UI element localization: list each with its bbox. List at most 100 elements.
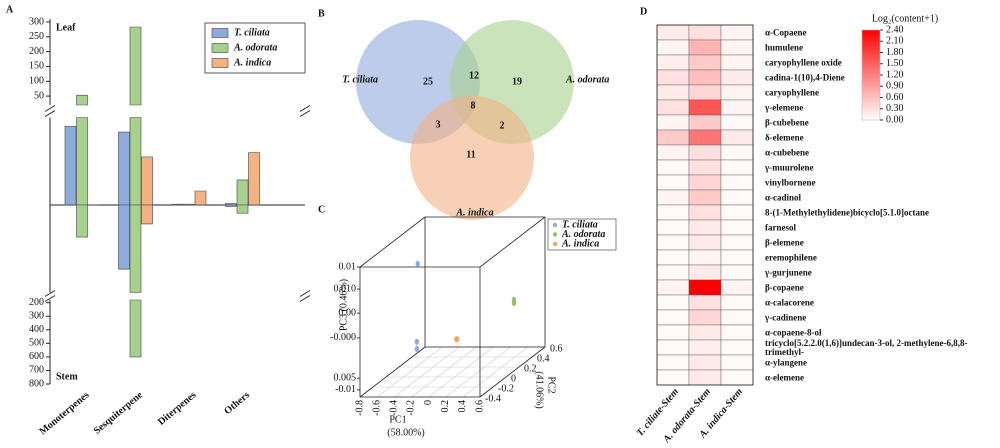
legend-swatch	[211, 43, 229, 53]
z-tick-label: -0.000	[330, 332, 356, 343]
y-tick-label: 0.2	[524, 363, 537, 374]
y-tick-label: 300	[29, 311, 44, 322]
heatmap-cell	[688, 129, 722, 146]
region-count: 3	[436, 119, 441, 130]
z-tick-label: 0.010	[334, 283, 357, 294]
panel-label: C	[318, 204, 325, 215]
heatmap-cell	[688, 309, 722, 326]
panel-label: B	[318, 8, 325, 19]
row-label: farnesol	[765, 222, 796, 232]
heatmap-cell	[720, 174, 754, 191]
heatmap-cell	[688, 294, 722, 311]
heatmap-cell	[656, 234, 690, 251]
legend-marker	[552, 241, 558, 247]
set-label: T. ciliata	[342, 74, 378, 85]
colorbar-title: Log₂(content+1)	[872, 13, 938, 24]
row-label: α-calacorene	[765, 297, 814, 307]
leaf-bar	[141, 156, 153, 206]
z-tick-label: 0.01	[339, 261, 357, 272]
set-label: A. indica	[455, 207, 493, 218]
legend-label: A. odorata	[233, 42, 277, 53]
axis-break	[44, 105, 56, 112]
colorbar-tick-label: 0.60	[886, 92, 904, 103]
colorbar-tick-label: 0.00	[886, 114, 904, 125]
row-label: α-cubebene	[765, 147, 810, 157]
panel-label: D	[640, 6, 647, 17]
y-tick-label: 250	[29, 31, 44, 42]
y-axis-label: (41.06%)	[534, 371, 545, 409]
box-edge	[359, 346, 426, 398]
heatmap-cell	[656, 294, 690, 311]
heatmap-cell	[720, 369, 754, 386]
heatmap-cell	[720, 339, 754, 356]
x-tick-label: 0.4	[457, 400, 468, 413]
point	[415, 260, 420, 267]
y-tick-label: 200	[29, 46, 44, 57]
heatmap-cell	[656, 129, 690, 146]
row-label: α-Copaene	[765, 27, 807, 37]
row-label: caryophyllene oxide	[765, 57, 842, 67]
colorbar-tick-label: 1.80	[886, 47, 904, 58]
box-edge	[479, 346, 546, 398]
row-label: α-cadinol	[765, 192, 802, 202]
row-label: β-elemene	[765, 237, 804, 247]
heatmap-cell	[720, 234, 754, 251]
y-tick-label: -0.2	[498, 383, 514, 394]
heatmap-cell	[688, 69, 722, 86]
point	[511, 296, 517, 303]
region-count: 11	[466, 149, 475, 160]
colorbar-tick-label: 1.20	[886, 69, 904, 80]
heatmap-cell	[688, 24, 722, 41]
grid-line	[394, 346, 460, 398]
y-tick-label: 50	[34, 90, 44, 101]
legend-marker	[552, 222, 558, 228]
heatmap-cell	[656, 354, 690, 371]
region-count: 8	[471, 100, 476, 111]
x-tick-label: -0.6	[371, 400, 382, 416]
heatmap-cell	[656, 219, 690, 236]
heatmap-cell	[656, 144, 690, 161]
row-label: γ-cadinene	[765, 312, 807, 322]
leaf-bar	[129, 26, 142, 206]
y-tick-label: 700	[29, 365, 44, 376]
heatmap-cell	[656, 204, 690, 221]
legend-swatch	[211, 28, 229, 38]
stem-bar	[118, 204, 130, 270]
leaf-bar	[236, 179, 249, 206]
heatmap-cell	[688, 279, 722, 296]
y-tick-label: -0.4	[485, 393, 501, 404]
point	[414, 338, 420, 345]
heatmap-cell	[720, 39, 754, 56]
stem-bar	[129, 204, 142, 358]
heatmap-cell	[688, 114, 722, 131]
x-axis-label: (58.00%)	[387, 427, 425, 438]
row-label: α-copaene-8-ol	[765, 327, 822, 337]
heatmap-cell	[688, 369, 722, 386]
heatmap-cell	[720, 294, 754, 311]
z-tick-label: 0.00	[339, 307, 357, 318]
leaf-bar	[194, 190, 207, 206]
x-tick-label: 0.2	[440, 400, 451, 413]
region-count: 2	[500, 120, 505, 131]
z-tick-label: -0.01	[335, 384, 356, 395]
row-label: α-ylangene	[765, 357, 808, 367]
row-label: α-elemene	[765, 372, 805, 382]
axis-break	[299, 290, 311, 297]
heatmap-cell	[688, 159, 722, 176]
region-count: 12	[469, 70, 479, 81]
heatmap-cell	[656, 114, 690, 131]
heatmap-cell	[720, 324, 754, 341]
heatmap-cell	[688, 249, 722, 266]
heatmap-cell	[720, 279, 754, 296]
heatmap-cell	[688, 204, 722, 221]
heatmap-cell	[656, 249, 690, 266]
heatmap-cell	[720, 24, 754, 41]
heatmap-cell	[656, 189, 690, 206]
axis-break	[44, 110, 56, 117]
heatmap-frame	[656, 24, 754, 386]
axis-break	[299, 295, 311, 302]
x-tick-label: 0	[423, 400, 434, 405]
y-tick-label: 200	[29, 297, 44, 308]
z-tick-label: 0.005	[334, 372, 357, 383]
